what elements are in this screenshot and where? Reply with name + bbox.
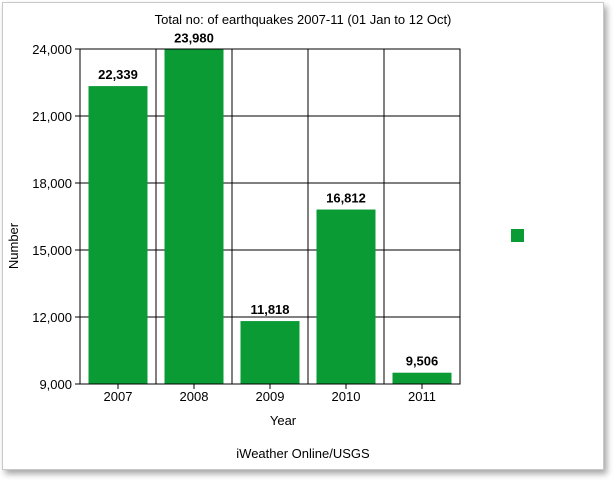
bar-2011 <box>392 372 452 384</box>
y-tick-label: 15,000 <box>32 243 72 258</box>
plot-area-border <box>79 48 461 385</box>
data-label-2010: 16,812 <box>326 191 366 206</box>
bar-2009 <box>240 321 300 384</box>
y-tick-label: 12,000 <box>32 310 72 325</box>
source-credit: iWeather Online/USGS <box>236 446 370 461</box>
y-tick-label: 21,000 <box>32 109 72 124</box>
y-tick-label: 9,000 <box>39 377 72 392</box>
y-tick-label: 24,000 <box>32 42 72 57</box>
data-label-2011: 9,506 <box>406 354 439 369</box>
data-label-2007: 22,339 <box>98 67 138 82</box>
data-labels: 22,339 23,980 11,818 16,812 9,506 <box>98 30 438 368</box>
y-tick-label: 18,000 <box>32 176 72 191</box>
bar-2010 <box>316 209 376 384</box>
data-label-2009: 11,818 <box>250 302 289 317</box>
x-axis-ticks: 2007 2008 2009 2010 2011 <box>104 384 436 404</box>
y-axis-ticks: 9,000 12,000 15,000 18,000 21,000 24,000 <box>32 42 80 392</box>
bar-2008 <box>164 49 224 385</box>
data-label-2008: 23,980 <box>174 30 214 45</box>
y-axis-label: Number <box>6 222 21 269</box>
chart-title: Total no: of earthquakes 2007-11 (01 Jan… <box>155 12 452 27</box>
bars <box>88 49 452 385</box>
bar-2007 <box>88 86 148 384</box>
x-axis-label: Year <box>270 413 297 428</box>
x-tick-label-2008: 2008 <box>180 389 209 404</box>
x-tick-label-2009: 2009 <box>256 389 285 404</box>
x-tick-label-2007: 2007 <box>104 389 133 404</box>
x-tick-label-2011: 2011 <box>408 389 436 404</box>
legend-swatch <box>511 229 524 242</box>
x-tick-label-2010: 2010 <box>332 389 361 404</box>
